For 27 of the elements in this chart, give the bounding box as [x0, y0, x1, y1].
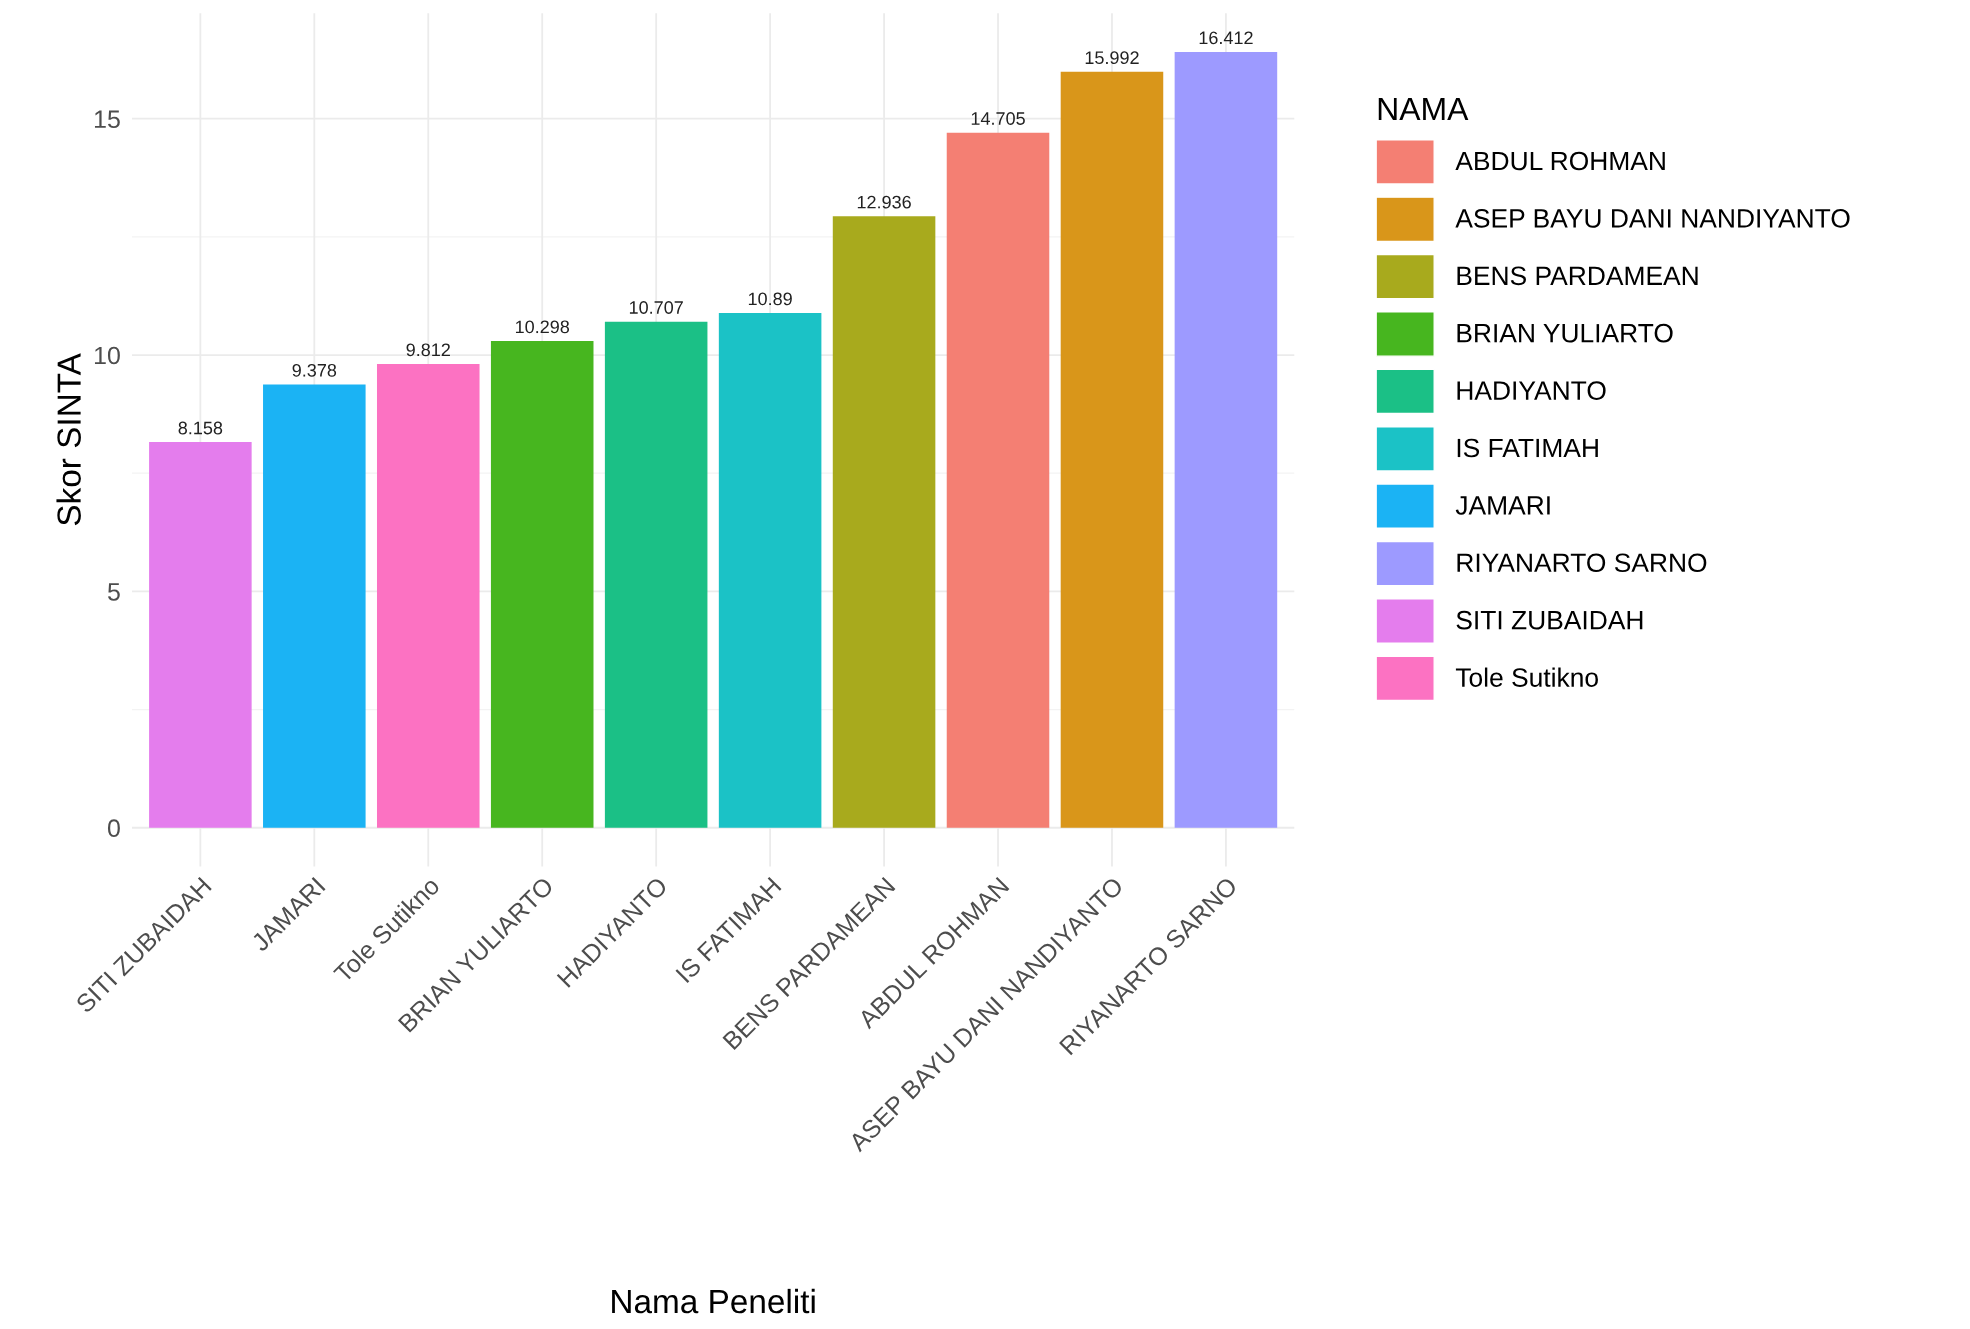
data-label: 12.936: [857, 195, 911, 209]
legend-label: BRIAN YULIARTO: [1457, 323, 1673, 343]
legend-label: ABDUL ROHMAN: [1455, 151, 1665, 171]
y-tick-label: 0: [107, 819, 120, 838]
data-label: 16.412: [1199, 31, 1253, 45]
data-label: 9.812: [406, 343, 450, 357]
data-label: 14.705: [971, 112, 1025, 125]
legend-label: BENS PARDAMEAN: [1457, 266, 1698, 286]
y-axis-title: Skor SINTA: [56, 353, 81, 526]
legend-label: IS FATIMAH: [1457, 438, 1598, 458]
legend-label: SITI ZUBAIDAH: [1456, 610, 1643, 630]
data-label: 10.298: [515, 320, 570, 334]
data-label: 10.707: [629, 301, 683, 314]
legend-label: JAMARI: [1455, 496, 1550, 515]
y-tick-label: 10: [94, 346, 120, 365]
x-axis-title: Nama Peneliti: [612, 1288, 815, 1314]
legend-label: ASEP BAYU DANI NANDIYANTO: [1455, 209, 1850, 228]
y-tick-label: 5: [107, 583, 120, 601]
legend-label: RIYANARTO SARNO: [1457, 553, 1707, 573]
data-label: 15.992: [1085, 51, 1139, 65]
legend-label: Tole Sutikno: [1455, 667, 1598, 687]
data-label: 8.158: [178, 421, 223, 435]
legend-label: HADIYANTO: [1457, 381, 1606, 400]
legend-title: NAMA: [1378, 97, 1469, 120]
y-tick-label: 15: [94, 110, 120, 129]
data-label: 10.89: [748, 292, 792, 306]
data-label: 9.378: [292, 363, 337, 377]
